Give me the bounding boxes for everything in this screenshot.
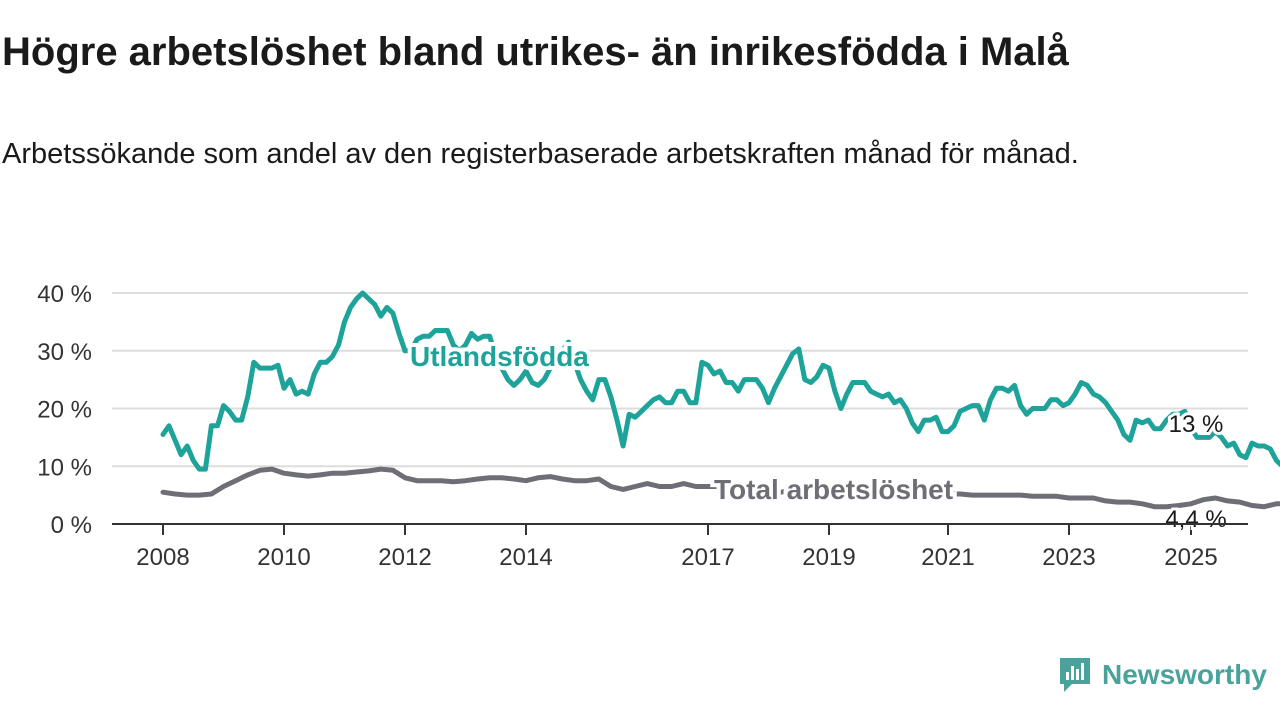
x-tick-label: 2008 <box>136 544 189 571</box>
brand-name: Newsworthy <box>1102 659 1267 690</box>
series-line-total <box>160 466 1280 510</box>
y-tick-label: 0 % <box>51 512 92 539</box>
series-label-total-arbetsloshet: Total arbetslöshet <box>714 474 953 505</box>
x-tick-label: 2019 <box>802 544 855 571</box>
x-tick-label: 2017 <box>681 544 734 571</box>
newsworthy-brand[interactable]: Newsworthy <box>1058 654 1267 696</box>
series-label-utlandsfodda: Utlandsfödda <box>410 341 589 372</box>
page-subtitle: Arbetssökande som andel av den registerb… <box>2 138 1079 170</box>
y-axis-ticks: 0 % 10 % 20 % 30 % 40 % <box>37 281 92 539</box>
x-tick-label: 2025 <box>1164 544 1217 571</box>
newsworthy-logo-icon <box>1060 658 1090 692</box>
page-title: Högre arbetslöshet bland utrikes- än inr… <box>2 30 1069 74</box>
y-tick-label: 10 % <box>37 454 92 481</box>
end-value-label-utlandsfodda: 13 % <box>1169 411 1224 438</box>
end-value-label-total: 4,4 % <box>1165 506 1226 533</box>
x-tick-label: 2012 <box>378 544 431 571</box>
gridlines <box>112 292 1248 468</box>
x-tick-label: 2021 <box>921 544 974 571</box>
y-tick-label: 20 % <box>37 397 92 424</box>
x-axis-ticks: 2008 2010 2012 2014 2017 2019 2021 2023 2025 <box>136 524 1218 571</box>
x-tick-label: 2014 <box>499 544 552 571</box>
x-tick-label: 2010 <box>257 544 310 571</box>
series-lines <box>160 290 1280 510</box>
x-tick-label: 2023 <box>1042 544 1095 571</box>
series-line-utlandsfodda <box>160 290 1280 472</box>
series-labels: Utlandsfödda Total arbetslöshet 13 % 4,4… <box>406 337 1230 536</box>
y-tick-label: 40 % <box>37 281 92 308</box>
y-tick-label: 30 % <box>37 339 92 366</box>
